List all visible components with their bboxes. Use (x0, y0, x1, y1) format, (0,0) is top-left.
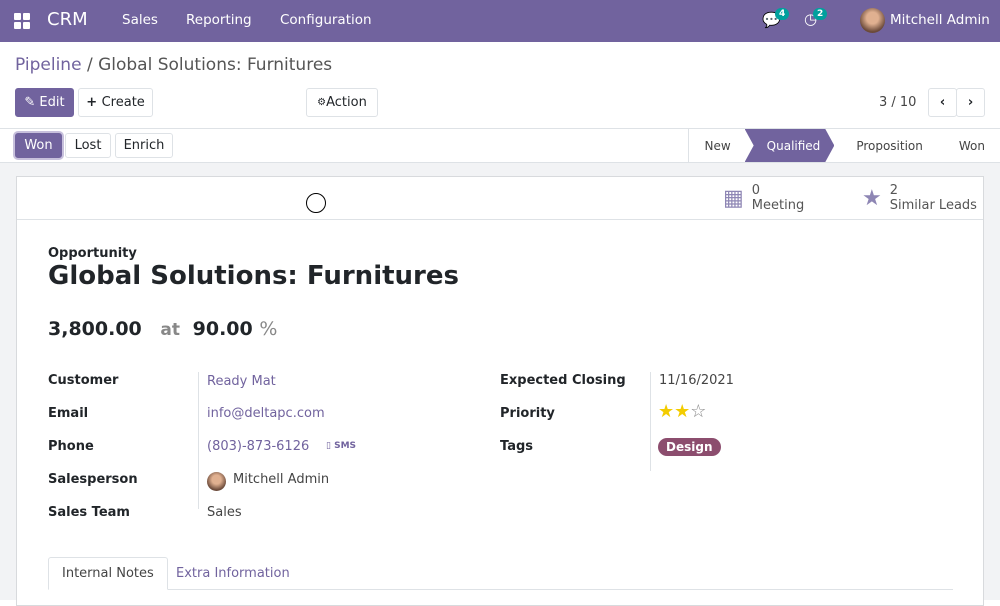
phone-value[interactable]: (803)-873-6126 (207, 439, 310, 454)
mouse-cursor-icon (306, 193, 326, 213)
stage-pipeline: New Qualified Proposition Won (688, 129, 1000, 162)
salesperson-value[interactable]: Mitchell Admin (233, 472, 330, 487)
expected-closing-label: Expected Closing (500, 373, 626, 388)
sales-team-label: Sales Team (48, 505, 130, 520)
percent-sign: % (259, 318, 278, 340)
salesperson-avatar (207, 472, 226, 491)
priority-stars: ★★☆ (658, 401, 706, 422)
sales-team-value[interactable]: Sales (207, 505, 242, 520)
tag-design[interactable]: Design (658, 438, 721, 456)
messages-badge: 4 (775, 8, 790, 20)
pager-previous-button[interactable]: ‹ (928, 88, 957, 117)
similar-leads-label: Similar Leads (889, 198, 977, 213)
record-title[interactable]: Global Solutions: Furnitures (48, 261, 459, 291)
phone-label: Phone (48, 439, 94, 454)
gear-icon: ⚙ (317, 97, 327, 108)
customer-label: Customer (48, 373, 119, 388)
apps-menu-icon[interactable] (14, 13, 30, 29)
pencil-icon: ✎ (24, 95, 40, 110)
star-empty-icon[interactable]: ☆ (690, 401, 707, 422)
meeting-count: 0 (751, 183, 761, 198)
email-label: Email (48, 406, 89, 421)
star-icon: ★ (862, 185, 882, 211)
edit-button[interactable]: ✎ Edit (15, 88, 74, 117)
pager-next-button[interactable]: › (956, 88, 985, 117)
user-menu[interactable]: Mitchell Admin (890, 12, 990, 28)
menu-sales[interactable]: Sales (122, 12, 158, 28)
breadcrumb: Pipeline / Global Solutions: Furnitures (15, 55, 332, 75)
tabs-divider (48, 589, 953, 590)
smart-button-box: ▦ 0 Meeting ★ 2 Similar Leads (17, 177, 983, 220)
probability-value[interactable]: 90.00 (192, 318, 253, 340)
similar-leads-smart-button[interactable]: ★ 2 Similar Leads (862, 183, 977, 213)
action-label: Action (326, 95, 367, 110)
app-name[interactable]: CRM (47, 9, 88, 30)
meeting-label: Meeting (751, 198, 805, 213)
divider (198, 372, 199, 509)
create-label: Create (101, 95, 145, 110)
form-sheet: ▦ 0 Meeting ★ 2 Similar Leads Opportunity … (16, 176, 984, 606)
record-kind: Opportunity (48, 246, 137, 261)
breadcrumb-separator: / (86, 55, 93, 75)
won-button[interactable]: Won (15, 133, 62, 158)
star-filled-icon[interactable]: ★ (674, 401, 691, 422)
user-avatar[interactable] (860, 8, 885, 33)
star-filled-icon[interactable]: ★ (658, 401, 675, 422)
divider (0, 162, 1000, 163)
breadcrumb-pipeline[interactable]: Pipeline (15, 55, 82, 75)
enrich-button[interactable]: Enrich (115, 133, 173, 158)
stage-qualified[interactable]: Qualified (745, 129, 835, 162)
meeting-smart-button[interactable]: ▦ 0 Meeting (723, 183, 804, 213)
tab-internal-notes[interactable]: Internal Notes (48, 557, 168, 590)
tags-label: Tags (500, 439, 534, 454)
expected-revenue: 3,800.00 at 90.00 % (48, 318, 277, 340)
pager-value: 3 / 10 (879, 95, 917, 110)
divider (0, 128, 1000, 129)
mobile-icon: ▯ (326, 441, 331, 451)
lost-button[interactable]: Lost (65, 133, 111, 158)
calendar-icon: ▦ (723, 185, 744, 211)
menu-reporting[interactable]: Reporting (186, 12, 252, 28)
chevron-left-icon: ‹ (939, 95, 946, 110)
stage-new[interactable]: New (704, 138, 731, 153)
sms-button[interactable]: ▯ SMS (326, 441, 356, 451)
salesperson-label: Salesperson (48, 472, 138, 487)
sms-label: SMS (334, 441, 357, 451)
priority-label: Priority (500, 406, 555, 421)
chevron-right-icon: › (967, 95, 974, 110)
activities-badge: 2 (813, 8, 828, 20)
revenue-value[interactable]: 3,800.00 (48, 318, 142, 340)
stage-won[interactable]: Won (958, 138, 985, 153)
similar-leads-count: 2 (889, 183, 899, 198)
plus-icon: + (86, 95, 102, 110)
create-button[interactable]: + Create (78, 88, 153, 117)
customer-value[interactable]: Ready Mat (207, 374, 276, 389)
expected-closing-value[interactable]: 11/16/2021 (659, 373, 734, 388)
email-value[interactable]: info@deltapc.com (207, 406, 325, 421)
stage-proposition[interactable]: Proposition (856, 138, 923, 153)
divider (650, 372, 651, 471)
top-navbar: CRM Sales Reporting Configuration 💬 4 ◷ … (0, 0, 1000, 42)
edit-label: Edit (39, 95, 65, 110)
tab-extra-information[interactable]: Extra Information (176, 566, 290, 581)
menu-configuration[interactable]: Configuration (280, 12, 372, 28)
at-label: at (160, 320, 180, 340)
action-button[interactable]: ⚙ Action (306, 88, 378, 117)
breadcrumb-current: Global Solutions: Furnitures (98, 55, 333, 75)
